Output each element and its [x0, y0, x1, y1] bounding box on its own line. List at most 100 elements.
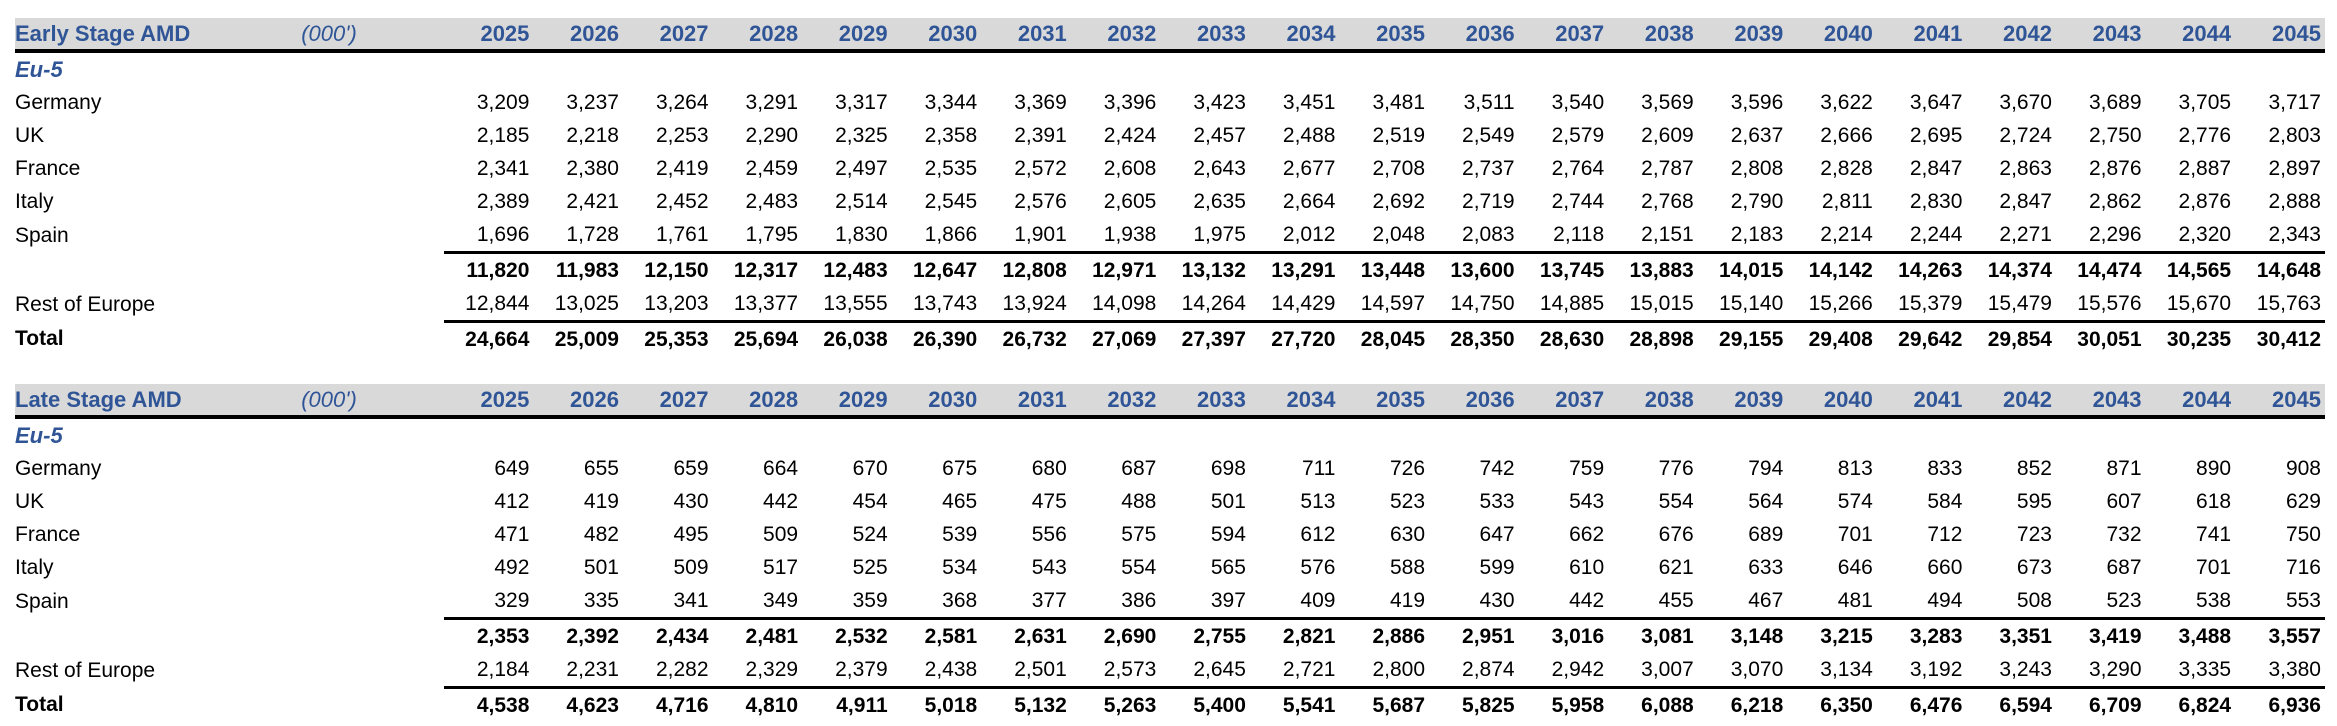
value-cell: 481: [1837, 589, 1873, 612]
year-header: 2030: [891, 18, 982, 53]
total-cell: 5,132: [981, 686, 1071, 722]
value-cell: 3,264: [655, 91, 709, 114]
value-cell: 664: [763, 457, 799, 480]
subtotal-cell: 2,690: [1070, 617, 1161, 653]
value-cell: 3,209: [476, 91, 530, 114]
value-cell: 726: [1389, 457, 1426, 480]
value-cell: 377: [1031, 589, 1067, 612]
value-cell: 2,535: [924, 157, 978, 180]
value-cell: 3,344: [924, 91, 978, 114]
value-cell: 2,803: [2268, 124, 2321, 147]
empty-cell: [301, 452, 444, 485]
value-cell: 3,647: [1909, 91, 1963, 114]
empty-cell: [2235, 51, 2325, 86]
value-cell: 1,866: [924, 223, 978, 246]
row-label: UK: [15, 124, 45, 147]
empty-cell: [623, 51, 713, 86]
subtotal-cell: 14,565: [2145, 251, 2236, 287]
value-cell: 2,876: [2088, 157, 2142, 180]
value-cell: 2,497: [835, 157, 888, 180]
value-cell: 2,452: [655, 190, 709, 213]
value-cell: 2,692: [1372, 190, 1426, 213]
row-label: France: [15, 523, 81, 546]
subtotal-cell: 14,374: [1966, 251, 2056, 287]
year-header: 2036: [1429, 18, 1519, 53]
year-header: 2030: [891, 384, 982, 419]
empty-cell: [301, 322, 444, 357]
value-cell: 670: [852, 457, 888, 480]
subtotal-cell: 3,488: [2145, 617, 2236, 653]
year-header: 2031: [981, 18, 1071, 53]
year-header: 2026: [533, 384, 623, 419]
value-cell: 2,830: [1909, 190, 1963, 213]
value-cell: 15,015: [1629, 292, 1694, 315]
row-label: Rest of Europe: [15, 658, 156, 682]
value-cell: 492: [494, 556, 530, 579]
value-cell: 2,750: [2088, 124, 2142, 147]
value-cell: 442: [1569, 589, 1605, 612]
value-cell: 610: [1569, 556, 1605, 579]
value-cell: 1,901: [1014, 223, 1067, 246]
value-cell: 534: [942, 556, 978, 579]
value-cell: 594: [1210, 523, 1246, 546]
total-cell: 29,155: [1697, 320, 1788, 356]
subtotal-cell: 13,448: [1339, 251, 1430, 287]
value-cell: 2,664: [1282, 190, 1336, 213]
subtotal-cell: 13,745: [1518, 251, 1609, 287]
total-cell: 29,854: [1966, 320, 2056, 356]
total-cell: 27,397: [1160, 320, 1250, 356]
year-header: 2027: [622, 384, 713, 419]
rest-of-europe-row: Rest of Europe 2,184 2,231 2,282 2,329 2,379 2…: [15, 653, 2325, 688]
value-cell: 508: [2016, 589, 2052, 612]
value-cell: 3,423: [1193, 91, 1246, 114]
value-cell: 629: [2285, 490, 2321, 513]
value-cell: 2,514: [835, 190, 888, 213]
table-row: France 471 482 495 509 524 539 556 575 594 612 630 6…: [15, 518, 2325, 551]
year-header: 2028: [712, 18, 803, 53]
value-cell: 2,744: [1551, 190, 1605, 213]
value-cell: 741: [2196, 523, 2232, 546]
subtotal-cell: 2,886: [1339, 617, 1430, 653]
total-cell: 5,018: [891, 686, 982, 722]
empty-cell: [1339, 51, 1429, 86]
value-cell: 509: [673, 556, 709, 579]
value-cell: 15,379: [1898, 292, 1963, 315]
subtotal-cell: 3,016: [1518, 617, 1609, 653]
empty-cell: [1519, 417, 1609, 452]
subtotal-cell: 13,132: [1160, 251, 1250, 287]
value-cell: 2,358: [924, 124, 978, 147]
total-cell: 4,623: [533, 686, 623, 722]
value-cell: 2,708: [1372, 157, 1426, 180]
row-label: France: [15, 157, 81, 180]
value-cell: 2,887: [2178, 157, 2232, 180]
empty-cell: [2146, 51, 2236, 86]
subtotal-cell: 12,150: [622, 251, 713, 287]
value-cell: 2,325: [835, 124, 888, 147]
row-label: Italy: [15, 556, 54, 579]
value-cell: 13,924: [1002, 292, 1067, 315]
empty-cell: [1160, 417, 1250, 452]
subtotal-cell: 11,983: [533, 251, 623, 287]
value-cell: 3,369: [1014, 91, 1067, 114]
value-cell: 2,637: [1730, 124, 1784, 147]
empty-cell: [301, 119, 444, 152]
year-header: 2032: [1070, 18, 1161, 53]
value-cell: 430: [673, 490, 709, 513]
value-cell: 3,396: [1103, 91, 1157, 114]
total-cell: 29,642: [1876, 320, 1967, 356]
total-cell: 30,235: [2145, 320, 2236, 356]
empty-cell: [301, 287, 444, 322]
value-cell: 2,488: [1282, 124, 1336, 147]
unit-label: (000'): [301, 384, 444, 419]
value-cell: 554: [1658, 490, 1694, 513]
year-header: 2038: [1608, 18, 1698, 53]
empty-cell: [1966, 417, 2056, 452]
subtotal-cell: 3,351: [1966, 617, 2056, 653]
value-cell: 2,847: [1999, 190, 2052, 213]
value-cell: 575: [1121, 523, 1157, 546]
total-cell: 6,709: [2055, 686, 2146, 722]
value-cell: 2,012: [1282, 223, 1336, 246]
total-cell: 25,694: [712, 320, 803, 356]
value-cell: 482: [583, 523, 619, 546]
subtotal-cell: 2,755: [1160, 617, 1250, 653]
